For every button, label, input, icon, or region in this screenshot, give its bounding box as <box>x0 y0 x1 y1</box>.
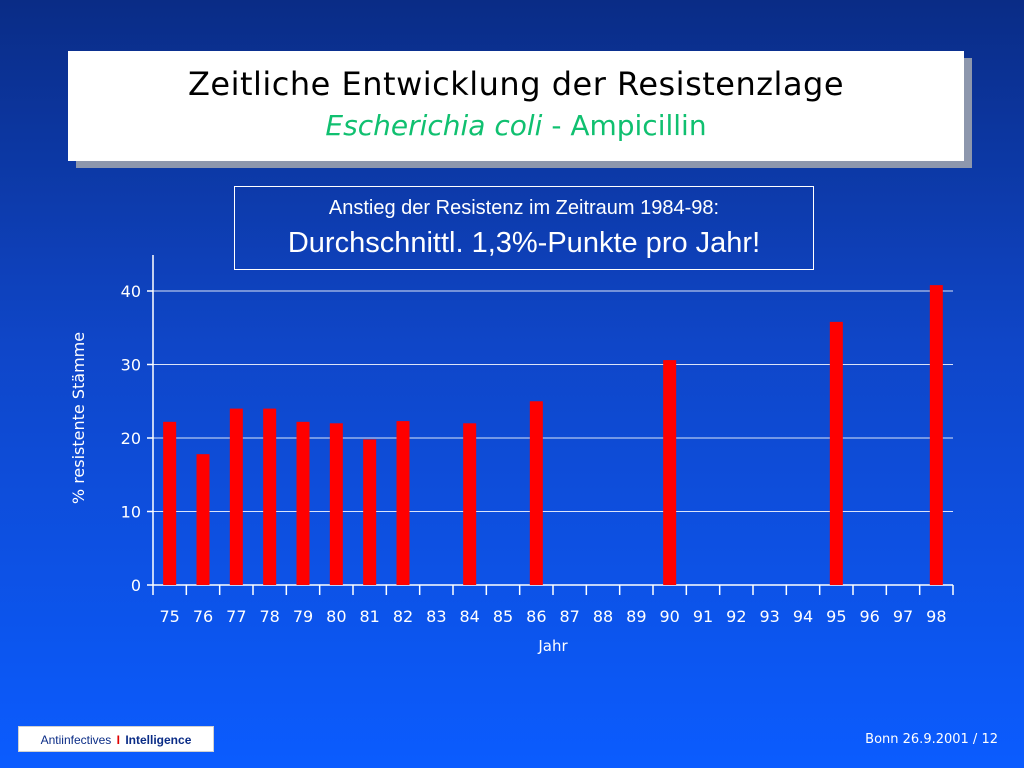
subtitle-separator: - <box>542 109 571 142</box>
y-tick-label: 10 <box>121 503 141 522</box>
annotation-line1: Anstieg der Resistenz im Zeitraum 1984-9… <box>328 197 720 219</box>
footer-page-info: Bonn 26.9.2001 / 12 <box>865 732 998 747</box>
x-tick-label: 78 <box>259 607 279 626</box>
subtitle-drug: Ampicillin <box>570 109 707 142</box>
x-tick-label: 98 <box>926 607 946 626</box>
x-tick-label: 86 <box>526 607 546 626</box>
x-tick-label: 87 <box>559 607 579 626</box>
x-tick-label: 92 <box>726 607 746 626</box>
x-tick-label: 83 <box>426 607 446 626</box>
x-tick-label: 97 <box>893 607 913 626</box>
bar <box>229 408 243 585</box>
y-tick-label: 30 <box>121 356 141 375</box>
x-tick-label: 81 <box>359 607 379 626</box>
x-tick-label: 94 <box>793 607 813 626</box>
annotation-line2: Durchschnittl. 1,3%-Punkte pro Jahr! <box>287 227 761 259</box>
page-subtitle: Escherichia coli - Ampicillin <box>68 109 964 142</box>
annotation-box: Anstieg der Resistenz im Zeitraum 1984-9… <box>234 186 814 270</box>
bar <box>196 454 210 585</box>
bar <box>663 360 677 585</box>
y-tick-label: 20 <box>121 429 141 448</box>
logo-part2: Intelligence <box>125 733 192 747</box>
y-tick-label: 0 <box>131 576 141 595</box>
logo-part1: Antiinfectives <box>40 733 112 747</box>
x-tick-label: 84 <box>459 607 479 626</box>
bar <box>829 321 843 585</box>
x-tick-label: 79 <box>293 607 313 626</box>
bar <box>529 401 543 585</box>
x-tick-label: 91 <box>693 607 713 626</box>
y-axis-label: % resistente Stämme <box>69 332 88 504</box>
x-axis-label: Jahr <box>537 637 568 655</box>
x-tick-label: 76 <box>193 607 213 626</box>
x-tick-label: 75 <box>159 607 179 626</box>
x-tick-label: 95 <box>826 607 846 626</box>
bar <box>396 421 410 585</box>
subtitle-organism: Escherichia coli <box>325 109 543 142</box>
x-tick-label: 93 <box>759 607 779 626</box>
x-tick-label: 77 <box>226 607 246 626</box>
x-tick-label: 85 <box>493 607 513 626</box>
y-tick-label: 40 <box>121 282 141 301</box>
bar <box>329 423 343 585</box>
x-tick-label: 90 <box>659 607 679 626</box>
logo-separator: I <box>116 733 120 747</box>
x-tick-label: 80 <box>326 607 346 626</box>
bar <box>463 423 477 585</box>
bar <box>363 439 377 585</box>
x-tick-label: 88 <box>593 607 613 626</box>
bar <box>163 421 177 585</box>
x-tick-label: 82 <box>393 607 413 626</box>
bar <box>296 421 310 585</box>
title-box: Zeitliche Entwicklung der Resistenzlage … <box>68 51 964 161</box>
x-tick-label: 89 <box>626 607 646 626</box>
x-tick-label: 96 <box>859 607 879 626</box>
bar <box>263 408 277 585</box>
bar <box>929 285 943 585</box>
footer-logo: Antiinfectives I Intelligence <box>18 726 214 752</box>
page-title: Zeitliche Entwicklung der Resistenzlage <box>187 65 845 103</box>
